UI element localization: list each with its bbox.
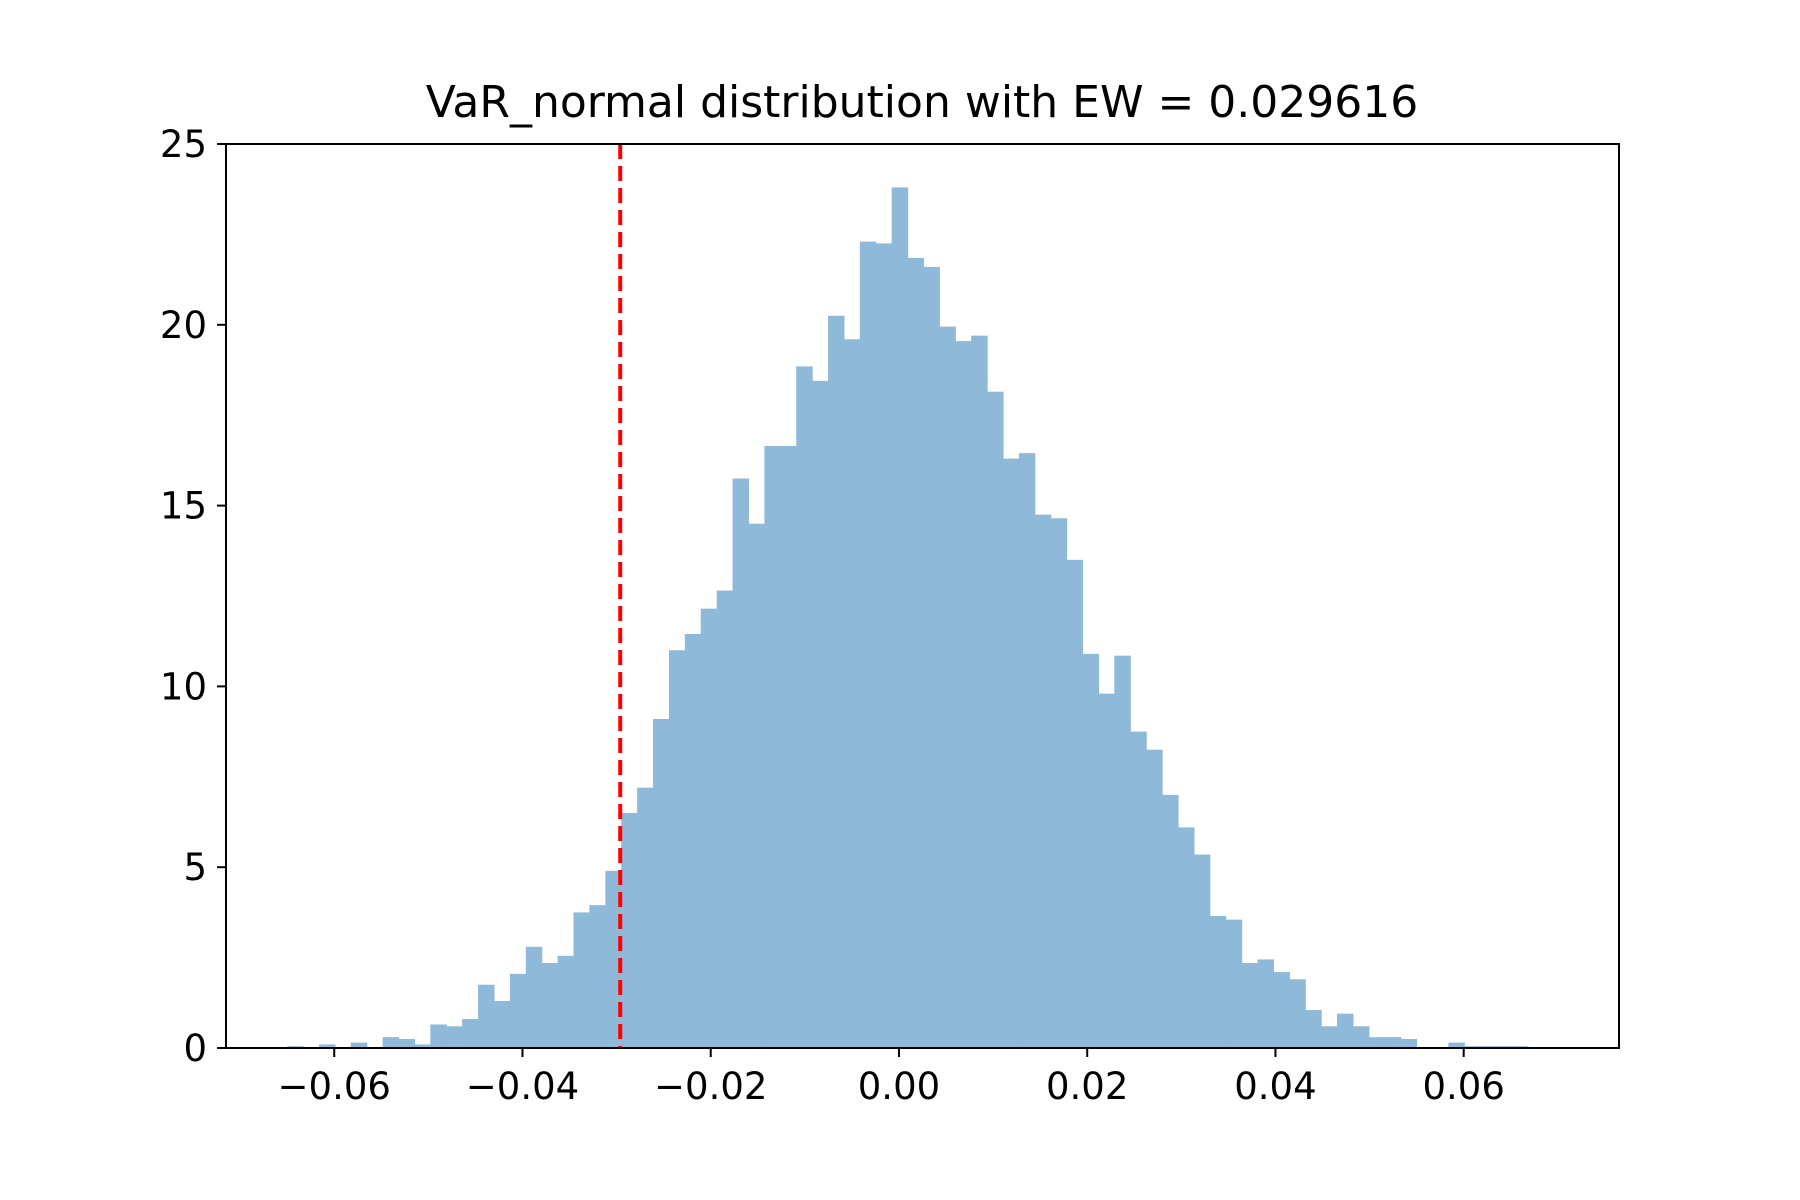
histogram-bar <box>350 1042 368 1048</box>
histogram-bar <box>1034 514 1052 1048</box>
histogram-bar <box>1209 916 1227 1048</box>
histogram-bar <box>1130 731 1147 1048</box>
y-axis-ticks: 0 5 10 15 20 25 <box>160 123 226 1070</box>
histogram-bar <box>700 608 718 1048</box>
histogram-bar <box>1448 1042 1465 1048</box>
histogram-bar <box>541 963 559 1048</box>
histogram-bar <box>509 973 527 1048</box>
y-tick-label: 15 <box>160 485 207 528</box>
histogram-bar <box>684 633 702 1048</box>
histogram-bar <box>1177 827 1195 1048</box>
histogram-bar <box>1384 1037 1402 1048</box>
histogram-bar <box>1098 693 1115 1048</box>
histogram-bar <box>398 1038 416 1048</box>
histogram-bar <box>1400 1038 1418 1048</box>
histogram-bar <box>637 787 654 1048</box>
x-tick-label: 0.02 <box>1046 1065 1128 1108</box>
y-tick-label: 10 <box>160 665 207 708</box>
histogram-bar <box>1114 655 1131 1048</box>
histogram-bar <box>1225 919 1243 1048</box>
y-tick-label: 25 <box>160 123 207 166</box>
histogram-bar <box>780 445 797 1048</box>
histogram-bar <box>653 718 670 1048</box>
y-tick-label: 0 <box>183 1027 207 1070</box>
x-tick-label: 0.04 <box>1234 1065 1316 1108</box>
histogram-bar <box>764 445 781 1048</box>
histogram-bar <box>859 241 877 1048</box>
histogram-bar <box>891 187 909 1048</box>
histogram-bar <box>971 335 988 1048</box>
histogram-bar <box>1321 1026 1338 1048</box>
histogram-bar <box>1337 1013 1354 1048</box>
histogram-bar <box>1066 559 1084 1048</box>
plot-frame <box>225 143 1620 1049</box>
x-tick-label: −0.04 <box>466 1065 579 1108</box>
histogram-bar <box>748 523 765 1048</box>
histogram-bar <box>493 1000 511 1048</box>
histogram-bar <box>923 266 940 1048</box>
histogram-bar <box>525 946 543 1048</box>
histogram-bar <box>939 326 956 1048</box>
histogram-bar <box>573 912 591 1048</box>
histogram-bar <box>446 1026 463 1048</box>
x-tick-label: −0.02 <box>654 1065 767 1108</box>
histogram-bar <box>1305 1010 1322 1048</box>
x-axis-ticks: −0.06 −0.04 −0.02 0.00 0.02 0.04 0.06 <box>278 1048 1505 1108</box>
histogram-bar <box>812 380 829 1049</box>
histogram-bar <box>1082 653 1100 1048</box>
histogram-bar <box>318 1044 336 1048</box>
histogram-bar <box>557 955 575 1048</box>
histogram-bar <box>668 650 686 1048</box>
histogram-bar <box>955 341 972 1048</box>
histogram-bar <box>828 315 845 1048</box>
histogram-bar <box>1050 518 1068 1048</box>
histogram-bar <box>796 366 813 1048</box>
chart-title: VaR_normal distribution with EW = 0.0296… <box>426 77 1419 128</box>
histogram-bar <box>1146 749 1163 1048</box>
histogram-bar <box>589 905 606 1048</box>
y-tick-label: 20 <box>160 304 207 347</box>
histogram-bar <box>1241 963 1259 1048</box>
histogram-bar <box>414 1044 431 1048</box>
histogram-bar <box>621 812 638 1048</box>
histogram-bar <box>1162 794 1179 1048</box>
y-tick-label: 5 <box>183 846 207 889</box>
histogram-bar <box>430 1024 447 1048</box>
x-tick-label: −0.06 <box>278 1065 391 1108</box>
histogram-bar <box>605 870 622 1048</box>
x-tick-label: 0.00 <box>858 1065 940 1108</box>
histogram-bars <box>287 187 1529 1049</box>
histogram-bar <box>1289 979 1306 1048</box>
histogram-bar <box>382 1037 400 1048</box>
histogram-bar <box>875 243 893 1048</box>
histogram-bar <box>1193 854 1211 1048</box>
histogram-bar <box>907 257 925 1048</box>
histogram-bar <box>987 391 1004 1048</box>
histogram-bar <box>478 984 495 1048</box>
histogram-bar <box>1352 1026 1370 1048</box>
histogram-bar <box>843 339 861 1048</box>
histogram-bar <box>1257 959 1274 1048</box>
histogram-bar <box>1018 453 1036 1048</box>
x-tick-label: 0.06 <box>1423 1065 1505 1108</box>
histogram-bar <box>462 1019 479 1048</box>
histogram-bar <box>732 478 750 1049</box>
histogram-bar <box>1002 458 1020 1049</box>
histogram-bar <box>716 590 734 1048</box>
histogram-bar <box>1273 972 1290 1048</box>
histogram-bar <box>1368 1037 1386 1048</box>
